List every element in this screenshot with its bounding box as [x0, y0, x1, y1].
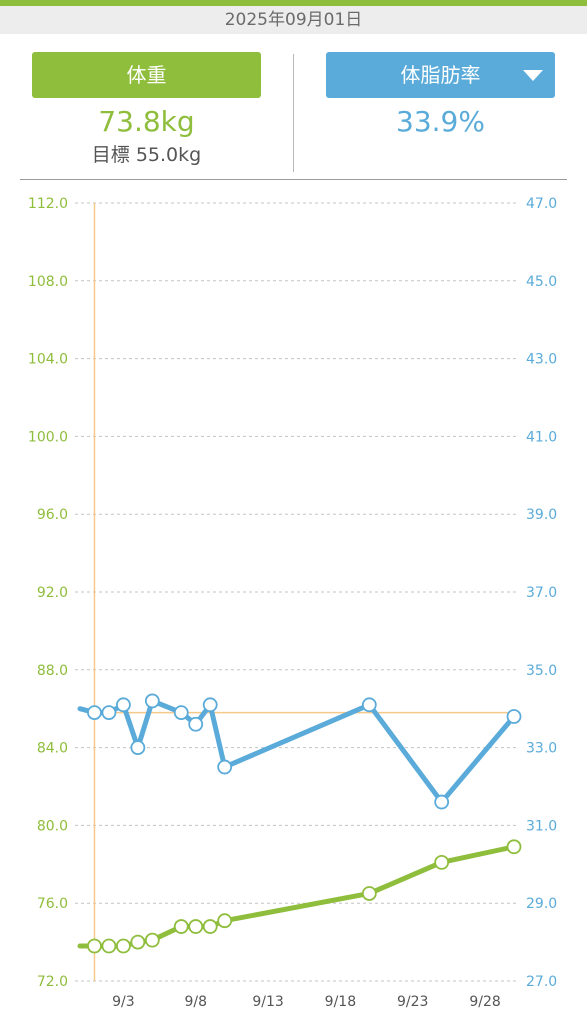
body-fat-point — [116, 697, 131, 713]
right-tick-label: 39.0 — [526, 507, 557, 523]
right-tick-label: 43.0 — [526, 352, 557, 368]
section-divider — [20, 179, 567, 180]
right-tick-label: 45.0 — [526, 274, 557, 290]
weight-point — [506, 839, 522, 855]
body-fat-point — [144, 693, 160, 709]
body-fat-point — [101, 705, 117, 720]
body-fat-point — [434, 794, 450, 810]
right-tick-label: 33.0 — [526, 741, 557, 757]
left-tick-label: 104.0 — [28, 352, 68, 368]
body-fat-point — [87, 705, 102, 720]
body-fat-line — [77, 698, 517, 805]
weight-button[interactable]: 体重 — [32, 52, 261, 98]
weight-point — [202, 919, 218, 934]
weight-point — [217, 913, 233, 929]
right-tick-label: 29.0 — [526, 896, 557, 912]
weight-point — [144, 932, 160, 948]
body-fat-point — [130, 740, 146, 755]
weight-point — [101, 938, 117, 954]
right-tick-label: 35.0 — [526, 663, 557, 679]
left-tick-label: 84.0 — [37, 741, 68, 757]
panel-divider — [293, 54, 294, 172]
x-tick-label: 9/3 — [112, 994, 135, 1010]
left-tick-label: 88.0 — [37, 663, 68, 679]
weight-point — [87, 938, 102, 954]
weight-bodyfat-chart[interactable]: 72.0 27.0 76.0 29.0 80.0 31.0 84.0 33.0 88.0 35.0… — [0, 180, 587, 1024]
weight-point — [173, 919, 189, 934]
left-tick-label: 96.0 — [37, 507, 68, 523]
x-tick-label: 9/8 — [184, 994, 207, 1010]
body-fat-point — [188, 716, 204, 732]
top-accent-bar — [0, 0, 587, 6]
body-fat-point — [217, 759, 233, 775]
right-tick-label: 27.0 — [526, 974, 557, 990]
weight-panel: 体重 73.8kg 目標 55.0kg — [32, 52, 261, 182]
weight-point — [361, 886, 377, 901]
left-tick-label: 108.0 — [28, 274, 68, 290]
left-tick-label: 100.0 — [28, 429, 68, 445]
body-fat-point — [202, 697, 218, 713]
weight-point — [434, 854, 450, 870]
right-tick-label: 41.0 — [526, 429, 557, 445]
body-fat-dropdown[interactable]: 体脂肪率 — [326, 52, 555, 98]
date-header: 2025年09月01日 — [0, 6, 587, 34]
weight-point — [188, 919, 204, 934]
body-fat-button-label: 体脂肪率 — [400, 63, 481, 87]
left-tick-label: 92.0 — [37, 585, 68, 601]
right-tick-label: 31.0 — [526, 818, 557, 834]
right-tick-label: 47.0 — [526, 196, 557, 212]
body-fat-point — [173, 705, 189, 720]
body-fat-point — [361, 697, 377, 713]
x-tick-label: 9/28 — [469, 994, 500, 1010]
body-fat-point — [506, 709, 522, 724]
x-tick-label: 9/18 — [325, 994, 356, 1010]
body-fat-value: 33.9% — [396, 105, 485, 138]
left-tick-label: 76.0 — [37, 896, 68, 912]
body-fat-panel: 体脂肪率 33.9% — [326, 52, 555, 182]
weight-goal: 目標 55.0kg — [91, 144, 202, 166]
weight-point — [130, 934, 146, 950]
x-tick-label: 9/13 — [252, 994, 283, 1010]
weight-point — [116, 938, 131, 954]
weight-value: 73.8kg — [98, 105, 195, 138]
left-tick-label: 80.0 — [37, 818, 68, 834]
right-tick-label: 37.0 — [526, 585, 557, 601]
left-tick-label: 112.0 — [28, 196, 68, 212]
left-tick-label: 72.0 — [37, 974, 68, 990]
x-tick-label: 9/23 — [397, 994, 428, 1010]
caret-down-icon — [523, 70, 543, 81]
